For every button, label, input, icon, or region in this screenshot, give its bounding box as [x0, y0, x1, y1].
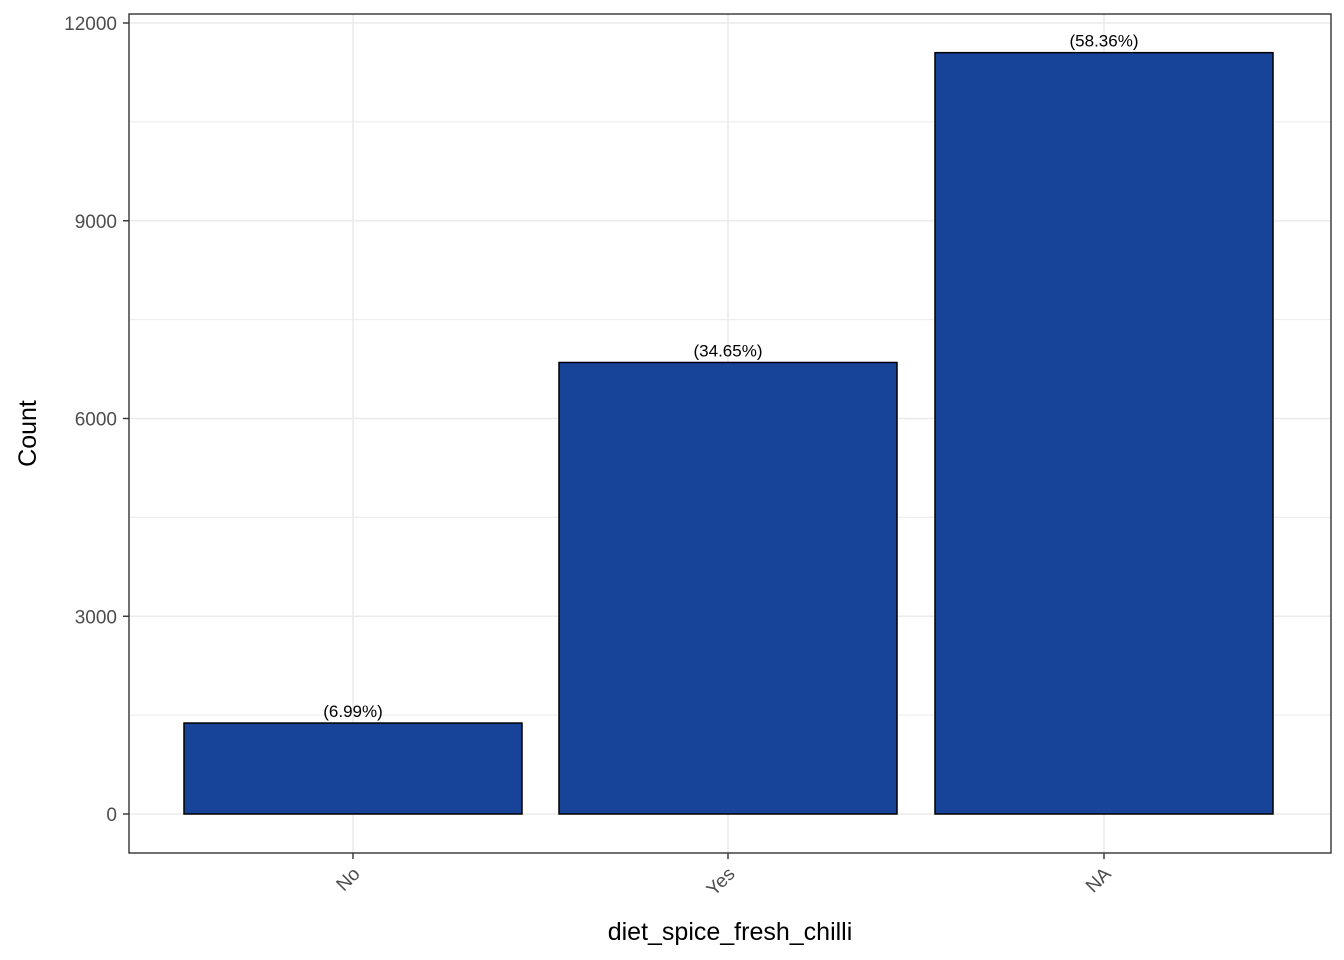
y-tick-label: 3000	[75, 607, 117, 628]
bar-no	[183, 722, 523, 815]
y-tick-label: 12000	[64, 14, 117, 35]
y-tick-label: 0	[106, 805, 117, 826]
y-axis-title: Count	[14, 400, 42, 467]
bar-yes	[558, 361, 898, 815]
data-label-na: (58.36%)	[1070, 32, 1139, 51]
y-tick-label: 6000	[75, 410, 117, 431]
y-axis: 0 3000 6000 9000 12000	[64, 14, 129, 826]
data-labels: (6.99%) (34.65%) (58.36%)	[323, 32, 1138, 721]
y-tick-label: 9000	[75, 212, 117, 233]
x-axis-title: diet_spice_fresh_chilli	[608, 918, 853, 946]
bar-na	[934, 51, 1274, 815]
panel-border	[128, 13, 1332, 854]
data-label-yes: (34.65%)	[694, 341, 763, 360]
data-label-no: (6.99%)	[323, 702, 383, 721]
bars	[183, 51, 1274, 815]
